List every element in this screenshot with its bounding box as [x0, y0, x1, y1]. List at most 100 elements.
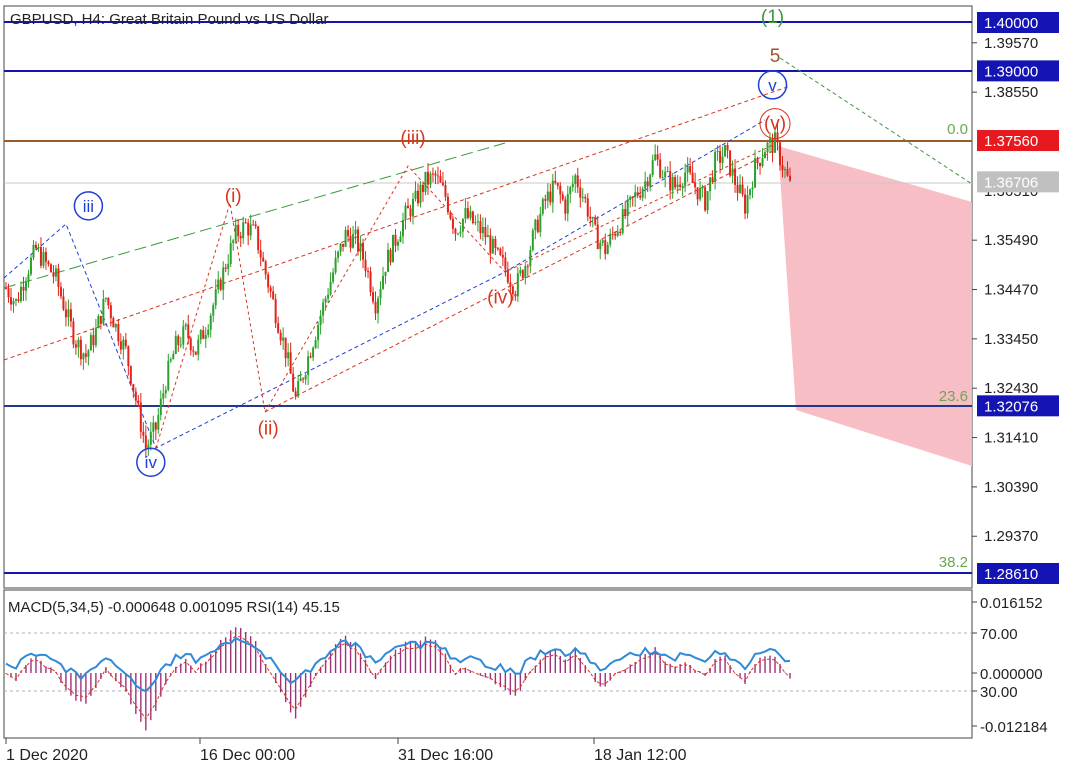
candle-body: [609, 233, 612, 245]
candle-body: [257, 226, 260, 251]
candle-body: [776, 132, 779, 143]
candle-body: [367, 271, 370, 273]
candle-body: [449, 212, 452, 219]
candle-body: [604, 240, 607, 254]
candle-body: [406, 205, 409, 209]
candle-body: [709, 177, 712, 192]
candle-body: [486, 235, 489, 238]
candle-body: [699, 187, 702, 200]
candle-body: [317, 325, 320, 341]
candle-body: [174, 336, 177, 354]
candle-body: [82, 353, 85, 360]
candle-body: [671, 177, 674, 191]
candle-body: [249, 224, 252, 236]
candle-body: [574, 175, 577, 184]
candle-body: [481, 226, 484, 234]
candle-body: [157, 415, 160, 430]
candle-body: [372, 292, 375, 302]
candle-body: [641, 188, 644, 198]
candle-body: [399, 236, 402, 242]
candle-body: [207, 329, 210, 335]
price-tick-label: 1.29370: [984, 528, 1038, 545]
candle-body: [531, 230, 534, 251]
candle-body: [439, 176, 442, 183]
candle-body: [109, 305, 112, 319]
candle-body: [546, 191, 549, 201]
candle-body: [209, 315, 212, 330]
candle-body: [636, 192, 639, 196]
candle-body: [304, 375, 307, 380]
candle-body: [536, 219, 539, 233]
candle-body: [446, 196, 449, 213]
candle-body: [596, 224, 599, 250]
candle-body: [104, 297, 107, 300]
price-tags: 1.40000 1.39000 1.37560 1.36706 1.32076 1.286…: [977, 12, 1059, 584]
candle-body: [177, 336, 180, 345]
candle-body: [511, 286, 514, 295]
candle-body: [411, 198, 414, 217]
indicator-tick-label: 30.00: [980, 684, 1018, 701]
candle-body: [764, 152, 767, 159]
candle-body: [766, 142, 769, 153]
candle-body: [626, 200, 629, 217]
candle-body: [701, 187, 704, 189]
candle-body: [217, 279, 220, 290]
candle-body: [254, 224, 257, 227]
candle-body: [144, 435, 147, 449]
green-projection-line: [779, 57, 973, 185]
candle-body: [284, 337, 287, 359]
candle-body: [89, 335, 92, 351]
candle-body: [616, 231, 619, 236]
candle-body: [279, 332, 282, 341]
fib-label-38-2: 38.2: [939, 554, 968, 571]
candle-body: [102, 299, 105, 324]
candle-body: [309, 356, 312, 358]
candle-body: [24, 281, 27, 291]
candle-body: [414, 190, 417, 199]
candle-body: [267, 274, 270, 288]
price-tick-label: 1.32430: [984, 380, 1038, 397]
candle-body: [606, 244, 609, 254]
candle-body: [674, 177, 677, 188]
candle-body: [132, 384, 135, 392]
candle-body: [506, 269, 509, 283]
candle-body: [434, 173, 437, 176]
chart-title: GBPUSD, H4: Great Britain Pound vs US Do…: [10, 11, 328, 28]
candle-body: [127, 346, 130, 367]
wave-label-circle: [759, 108, 791, 140]
candle-body: [139, 402, 142, 432]
candle-body: [614, 233, 617, 236]
candle-body: [344, 229, 347, 247]
candle-body: [29, 257, 32, 275]
candle-body: [629, 196, 632, 201]
candle-body: [516, 273, 519, 297]
price-tag-label: 1.32076: [984, 398, 1038, 415]
candle-body: [349, 236, 352, 248]
price-tag-box: [977, 130, 1059, 152]
candle-body: [679, 184, 682, 188]
candle-body: [401, 220, 404, 237]
candle-body: [247, 222, 250, 236]
candle-body: [149, 431, 152, 445]
candle-body: [289, 352, 292, 374]
candle-body: [669, 170, 672, 191]
candle-body: [571, 183, 574, 188]
price-tag-box: [977, 171, 1059, 193]
candle-body: [789, 175, 791, 181]
candle-body: [501, 254, 504, 258]
candle-body: [456, 233, 459, 235]
candle-body: [666, 170, 669, 172]
candle-body: [187, 324, 190, 339]
candle-body: [52, 272, 55, 277]
candle-body: [79, 339, 82, 360]
candle-body: [59, 286, 62, 297]
candle-body: [461, 218, 464, 232]
candle-body: [521, 270, 524, 279]
candle-body: [696, 187, 699, 200]
candle-body: [19, 286, 22, 302]
candle-body: [694, 182, 697, 188]
wave-label: iii: [83, 197, 94, 216]
candle-body: [307, 356, 310, 376]
